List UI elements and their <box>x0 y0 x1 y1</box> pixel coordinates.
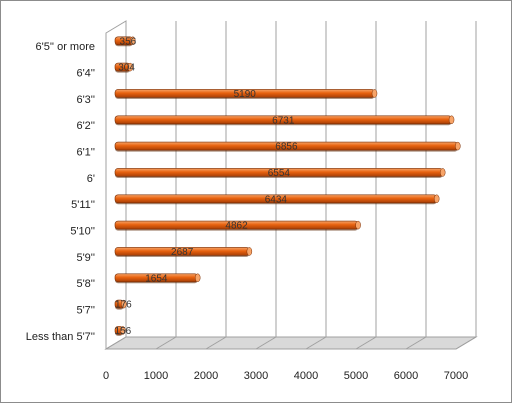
data-label: 304 <box>118 63 135 74</box>
bar <box>114 168 446 178</box>
bar-cap <box>121 299 127 309</box>
category-label: 6'4'' <box>76 68 95 80</box>
category-label: 5'10'' <box>70 226 95 238</box>
bars <box>114 36 461 336</box>
bar-cap <box>127 62 133 72</box>
bar <box>114 194 440 205</box>
bar <box>114 115 455 126</box>
bar-cap <box>194 273 201 283</box>
category-label: Less than 5'7'' <box>26 331 95 343</box>
category-label: 5'11'' <box>71 199 95 211</box>
bar <box>114 247 253 257</box>
category-label: 6'1'' <box>76 147 95 159</box>
data-label: 6434 <box>265 194 288 205</box>
floor <box>104 336 478 350</box>
data-label: 176 <box>115 300 132 311</box>
x-tick-label: 7000 <box>444 370 468 382</box>
x-tick-label: 3000 <box>244 370 268 382</box>
floor-gridline <box>355 336 377 350</box>
bar-cap <box>439 168 446 177</box>
floor-gridline <box>255 336 277 350</box>
floor-gridline <box>405 336 427 350</box>
floor-gridline <box>305 336 327 350</box>
bar-cap <box>455 141 461 151</box>
bar <box>114 220 361 231</box>
bar <box>114 299 127 310</box>
x-tick-label: 1000 <box>144 370 168 382</box>
bar-cap <box>120 326 126 335</box>
floor-gridline <box>155 336 177 350</box>
y-axis-categories: Less than 5'7'' 5'7'' 5'8'' 5'9'' 5'10'' 5'11… <box>26 41 95 343</box>
grid-lines <box>105 21 477 350</box>
category-label: 5'9'' <box>76 252 95 264</box>
bar-cap <box>433 194 440 204</box>
bar <box>114 36 136 47</box>
category-label: 5'7'' <box>76 305 95 317</box>
x-tick-label: 2000 <box>194 370 218 382</box>
bar <box>114 273 201 284</box>
x-tick-label: 6000 <box>394 370 418 382</box>
floor-gridline <box>105 336 127 350</box>
bar <box>114 326 126 336</box>
data-label: 4862 <box>225 221 248 232</box>
x-tick-label: 0 <box>103 370 109 382</box>
data-label: 1654 <box>145 273 168 284</box>
chart-walls <box>104 20 478 350</box>
data-label: 6731 <box>272 115 295 126</box>
bar <box>114 89 378 99</box>
data-label: 6856 <box>275 142 298 153</box>
x-tick-label: 4000 <box>294 370 318 382</box>
data-labels: 156 176 1654 2687 4862 6434 6554 6856 6731 5190 30… <box>115 36 298 337</box>
floor-gridline <box>205 336 227 350</box>
category-label: 6'3'' <box>76 94 95 106</box>
category-label: 6'5'' or more <box>36 41 96 53</box>
floor-gridline <box>455 336 477 350</box>
category-label: 6'2'' <box>76 120 95 132</box>
data-label: 6554 <box>268 168 291 179</box>
bar <box>114 62 133 73</box>
category-label: 6' <box>87 173 95 185</box>
data-label: 2687 <box>171 247 194 258</box>
bar-cap <box>448 115 455 125</box>
x-axis-ticks: 0 1000 2000 3000 4000 5000 6000 7000 <box>103 370 468 382</box>
bar-cap <box>130 36 136 46</box>
bar-cap <box>371 89 378 98</box>
bar-cap <box>246 247 253 256</box>
bar-cap <box>355 220 361 230</box>
bar <box>114 141 461 152</box>
x-tick-label: 5000 <box>344 370 368 382</box>
data-label: 156 <box>115 326 132 337</box>
data-label: 5190 <box>234 89 257 100</box>
data-label: 356 <box>120 36 137 47</box>
category-label: 5'8'' <box>76 278 95 290</box>
